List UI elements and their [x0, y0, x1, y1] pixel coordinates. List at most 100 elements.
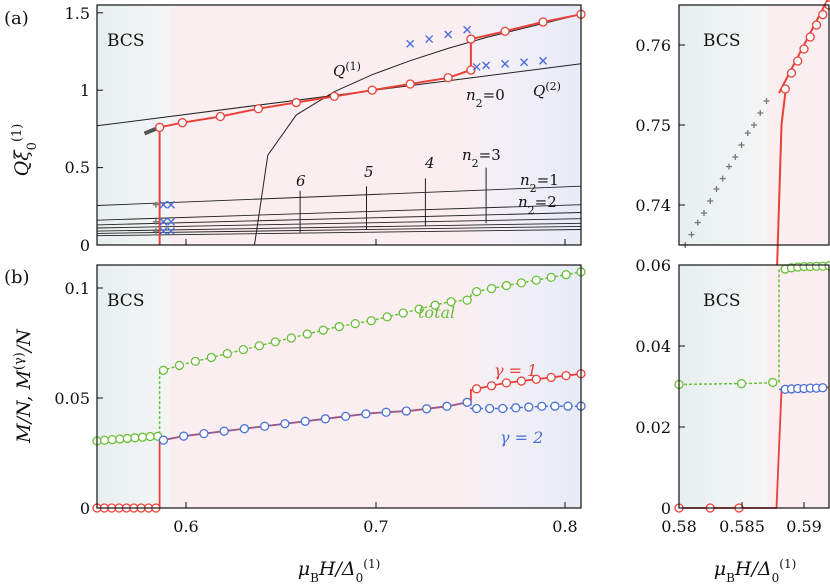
- blue-cross-stroke: [472, 62, 481, 71]
- red-circle-point: [538, 17, 548, 27]
- blue-cross-stroke: [482, 61, 491, 70]
- label-gamma1: γ = 1: [494, 361, 537, 380]
- total-circle-point: [501, 280, 512, 291]
- gamma1-circle-point: [531, 374, 541, 384]
- total-circle-point: [446, 297, 456, 307]
- inset-gray-plus-point: [688, 231, 695, 238]
- total-circle-point: [122, 433, 133, 444]
- total-circle-point: [190, 356, 201, 366]
- gamma2-circle-point: [498, 403, 508, 414]
- gamma2-circle-point: [300, 416, 310, 426]
- b-inset-xtick-0.59: 0.59: [786, 517, 822, 536]
- inset-gray-plus-point: [732, 154, 739, 160]
- inset-red-circle-point: [805, 32, 815, 42]
- gamma1-circle-point: [501, 378, 512, 388]
- inset-red-circle-point: [786, 68, 797, 78]
- gray-plus-low-point: [152, 228, 159, 235]
- a-inset-ytick-0.76: 0.76: [635, 36, 671, 55]
- ann-4: 4: [424, 154, 435, 172]
- b-inset-ytick-0.06: 0.06: [635, 256, 671, 275]
- family-line-5: [96, 225, 582, 234]
- blue-cross-stroke: [501, 59, 510, 68]
- total-circle-point: [145, 431, 155, 442]
- label-total: total: [418, 303, 455, 322]
- blue-cross-stroke: [463, 25, 472, 34]
- blue-cross-stroke: [520, 58, 529, 67]
- total-circle-point: [115, 434, 125, 444]
- pink-region-b: [170, 265, 476, 508]
- label-gamma2: γ = 2: [500, 428, 543, 447]
- b-main-plot: [92, 267, 586, 513]
- ann-6: 6: [296, 172, 306, 190]
- gray-plus-low-point: [152, 218, 159, 225]
- total-circle-point: [137, 432, 148, 442]
- inset-gray-plus-point: [726, 163, 732, 170]
- b-xtick-0.7: 0.7: [363, 517, 388, 536]
- panel-b-inset: BCS 0 0.02 0.04 0.06 0.58 0.585 0.59 μBH…: [635, 256, 830, 585]
- inset-gray-plus-point: [757, 110, 764, 116]
- blue-cross-point: [501, 59, 510, 68]
- inset-gray-plus-point: [763, 98, 770, 104]
- gamma2-circle-point: [340, 411, 351, 422]
- blue-cross-point: [425, 35, 434, 44]
- panel-a-inset: BCS 0.74 0.75 0.76: [635, 0, 830, 286]
- gamma2-circle-point: [320, 414, 331, 424]
- red-line-1: [159, 69, 472, 129]
- gamma1-circle-point: [516, 376, 526, 386]
- red-circle-point: [329, 91, 339, 102]
- blue-cross-point: [472, 62, 481, 71]
- total-circle-point: [158, 365, 169, 375]
- blue-cross-stroke: [406, 39, 415, 48]
- family-line-2: [96, 212, 582, 226]
- bcs-region-b: [97, 265, 170, 508]
- b-inset-ytick-0: 0: [661, 499, 671, 518]
- a-ytick-1: 1: [80, 81, 90, 100]
- total-circle-point: [130, 433, 140, 443]
- gamma1-circle-point: [546, 372, 556, 383]
- inset-gray-plus-point: [713, 186, 720, 192]
- gamma2-circle-point: [401, 406, 412, 416]
- b-inset-ytick-0.02: 0.02: [635, 418, 671, 437]
- gray-plus-low-point: [152, 201, 159, 208]
- red-circle-point: [466, 65, 476, 75]
- total-circle-point: [430, 300, 440, 310]
- inset-red-circle-point: [811, 20, 822, 30]
- pink-region-inset-a: [767, 5, 829, 245]
- total-circle-point: [486, 283, 497, 294]
- inset-gray-plus-point: [751, 122, 757, 128]
- total-circle-point: [318, 325, 328, 335]
- red-circle-point: [177, 118, 188, 128]
- b-inset-xticks: 0.58 0.585 0.59: [661, 502, 822, 536]
- gamma2-circle-point: [158, 435, 169, 445]
- panel-a-main: (a) BCS 0 0.5 1 1.5 Qξ0(1) Q(1) Q(2) n2=…: [4, 4, 586, 255]
- ann-5: 5: [364, 163, 374, 181]
- total-circle-point: [107, 435, 117, 445]
- gamma2-circle-point: [280, 419, 290, 429]
- blue-cross-point: [406, 39, 415, 48]
- red-circle-point: [154, 122, 165, 132]
- blue-cross-stroke: [539, 56, 548, 65]
- inset-total-line: [678, 265, 830, 386]
- inset-total-circle-low-point: [736, 379, 747, 389]
- gamma2-circle-point: [239, 424, 250, 434]
- a-inset-ytick-0.75: 0.75: [635, 116, 671, 135]
- family-line-1: [96, 204, 582, 221]
- total-circle-point: [254, 341, 264, 351]
- total-circle-point: [398, 308, 408, 318]
- blue-cross-low-stroke: [167, 227, 176, 236]
- b-ytick-0.05: 0.05: [54, 389, 90, 408]
- gamma1-circle-point: [471, 384, 482, 394]
- a-ylabel: Qξ0(1): [10, 124, 40, 177]
- a-main-plot: [96, 9, 586, 246]
- red-circle-point: [253, 104, 263, 114]
- a-xticks: [185, 239, 566, 245]
- gamma2-circle-point: [563, 401, 573, 411]
- panel-b-label: (b): [4, 267, 30, 288]
- total-circle-point: [561, 270, 571, 280]
- xlabel-inset: μBH/Δ0(1): [714, 557, 797, 585]
- gamma2-circle-point: [442, 401, 452, 411]
- b-inset-xtick-0.585: 0.585: [719, 517, 765, 536]
- red-circle-point: [215, 111, 226, 122]
- red-circle-point: [443, 73, 453, 83]
- blue-cross-stroke: [425, 35, 434, 44]
